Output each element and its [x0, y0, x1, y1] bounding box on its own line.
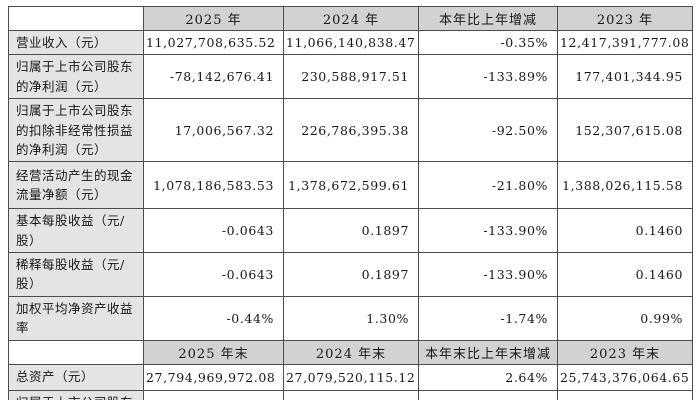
cell-value: 25,743,376,064.65: [557, 363, 693, 391]
cell-value: 0.1897: [283, 208, 419, 253]
row-label: 营业收入（元）: [8, 29, 144, 56]
table-row-net-assets: 归属于上市公司股东的净资产（元） 17,697,440,738.77 17,83…: [8, 389, 693, 400]
cell-value: 11,027,708,635.52: [143, 29, 284, 56]
table-row-net-profit: 归属于上市公司股东的净利润（元） -78,142,676.41 230,588,…: [8, 54, 693, 100]
cell-value: -0.0643: [143, 208, 284, 253]
cell-value: 152,307,615.08: [557, 98, 693, 163]
table-row-revenue: 营业收入（元） 11,027,708,635.52 11,066,140,838…: [8, 29, 693, 56]
cell-value: -92.50%: [418, 98, 558, 163]
row-label: 加权平均净资产收益率: [8, 295, 144, 341]
cell-value: -0.44%: [143, 295, 284, 341]
row-label: 归属于上市公司股东的净利润（元）: [8, 54, 144, 100]
cell-value: 17,832,498,223.89: [283, 389, 419, 400]
cell-value: -78,142,676.41: [143, 54, 284, 100]
corner-cell: [8, 339, 144, 365]
table-row-basic-eps: 基本每股收益（元/股） -0.0643 0.1897 -133.90% 0.14…: [8, 208, 693, 253]
table-row-weighted-avg-roe: 加权平均净资产收益率 -0.44% 1.30% -1.74% 0.99%: [8, 295, 693, 341]
table-row-total-assets: 总资产（元） 27,794,969,972.08 27,079,520,115.…: [8, 363, 693, 391]
row-label: 经营活动产生的现金流量净额（元）: [8, 161, 144, 210]
table-row-operating-cash-flow: 经营活动产生的现金流量净额（元） 1,078,186,583.53 1,378,…: [8, 161, 693, 210]
table-row-net-profit-excl-nonrecurring: 归属于上市公司股东的扣除非经常性损益的净利润（元） 17,006,567.32 …: [8, 98, 693, 163]
cell-value: 1.30%: [283, 295, 419, 341]
header-yoy-end-change: 本年末比上年末增减: [418, 339, 558, 365]
cell-value: 226,786,395.38: [283, 98, 419, 163]
cell-value: 11,066,140,838.47: [283, 29, 419, 56]
cell-value: 0.1460: [557, 208, 693, 253]
table-row-diluted-eps: 稀释每股收益（元/股） -0.0643 0.1897 -133.90% 0.14…: [8, 252, 693, 297]
cell-value: -133.90%: [418, 208, 558, 253]
cell-value: 0.1460: [557, 252, 693, 297]
cell-value: 17,650,708,059.42: [557, 389, 693, 400]
header-2024: 2024 年: [283, 6, 419, 31]
cell-value: 17,697,440,738.77: [143, 389, 284, 400]
row-label: 归属于上市公司股东的净资产（元）: [8, 389, 144, 400]
cell-value: -0.0643: [143, 252, 284, 297]
header-2023: 2023 年: [557, 6, 693, 31]
cell-value: -21.80%: [418, 161, 558, 210]
period-header-row: 2025 年 2024 年 本年比上年增减 2023 年: [8, 6, 693, 31]
cell-value: -133.89%: [418, 54, 558, 100]
cell-value: -1.74%: [418, 295, 558, 341]
header-yoy-change: 本年比上年增减: [418, 6, 558, 31]
cell-value: 1,378,672,599.61: [283, 161, 419, 210]
cell-value: 27,794,969,972.08: [143, 363, 284, 391]
row-label: 总资产（元）: [8, 363, 144, 391]
row-label: 基本每股收益（元/股）: [8, 208, 144, 253]
cell-value: 0.99%: [557, 295, 693, 341]
header-2023-end: 2023 年末: [557, 339, 693, 365]
header-2024-end: 2024 年末: [283, 339, 419, 365]
cell-value: 27,079,520,115.12: [283, 363, 419, 391]
header-2025-end: 2025 年末: [143, 339, 284, 365]
cell-value: 1,078,186,583.53: [143, 161, 284, 210]
cell-value: -133.90%: [418, 252, 558, 297]
cell-value: 177,401,344.95: [557, 54, 693, 100]
period-end-header-row: 2025 年末 2024 年末 本年末比上年末增减 2023 年末: [8, 339, 693, 365]
cell-value: 17,006,567.32: [143, 98, 284, 163]
cell-value: -0.76%: [418, 389, 558, 400]
cell-value: 230,588,917.51: [283, 54, 419, 100]
cell-value: 2.64%: [418, 363, 558, 391]
cell-value: 1,388,026,115.58: [557, 161, 693, 210]
financial-summary-table: 2025 年 2024 年 本年比上年增减 2023 年 营业收入（元） 11,…: [8, 6, 693, 400]
corner-cell: [8, 6, 144, 31]
row-label: 归属于上市公司股东的扣除非经常性损益的净利润（元）: [8, 98, 144, 163]
cell-value: 12,417,391,777.08: [557, 29, 693, 56]
row-label: 稀释每股收益（元/股）: [8, 252, 144, 297]
header-2025: 2025 年: [143, 6, 284, 31]
cell-value: -0.35%: [418, 29, 558, 56]
cell-value: 0.1897: [283, 252, 419, 297]
